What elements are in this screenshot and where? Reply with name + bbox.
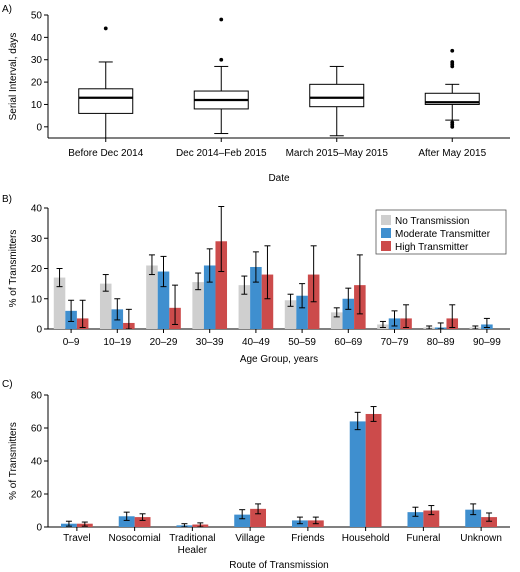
- panel-c-bar: [407, 512, 424, 527]
- panel-c-x-tick-label: Household: [342, 533, 390, 544]
- panel-b-legend-swatch: [381, 228, 391, 238]
- panel-a-outlier: [103, 26, 108, 31]
- panel-b-bar: [146, 265, 158, 329]
- panel-a-box: [309, 83, 365, 108]
- panel-a-x-tick-label: After May 2015: [418, 148, 486, 159]
- panel-c-bar: [118, 516, 135, 527]
- panel-c-x-tick-label: Nosocomial: [109, 533, 161, 544]
- panel-b-bar: [250, 266, 262, 329]
- panel-b-x-tick-label: 20–29: [150, 337, 178, 348]
- panel-a-y-tick-label: 0: [36, 122, 42, 133]
- panel-c-y-tick-label: 40: [31, 457, 43, 468]
- panel-b-legend-swatch: [381, 241, 391, 251]
- panel-b-x-tick-label: 50–59: [288, 337, 316, 348]
- panel-a-label: A): [2, 4, 12, 15]
- panel-c-bar: [423, 510, 440, 527]
- panel-a-box: [78, 88, 134, 114]
- panel-b-legend-box: [375, 209, 507, 255]
- panel-c-bar: [465, 509, 482, 527]
- panel-b-bar: [192, 282, 204, 329]
- panel-b-x-tick-label: 70–79: [381, 337, 409, 348]
- panel-a-x-tick-label: Before Dec 2014: [68, 148, 143, 159]
- panel-a-x-tick-label: Dec 2014–Feb 2015: [176, 148, 267, 159]
- panel-c-x-tick-label: Unknown: [460, 533, 502, 544]
- panel-a-y-axis-title: Serial Interval, days: [8, 33, 19, 121]
- panel-b-bar: [238, 285, 251, 329]
- panel-a-x-axis-title: Date: [268, 173, 290, 184]
- panel-b-bar: [215, 241, 228, 329]
- panel-c-bar: [250, 508, 267, 527]
- panel-b-bar: [261, 274, 274, 329]
- panel-b-x-tick-label: 0–9: [63, 337, 80, 348]
- panel-c-y-tick-label: 20: [31, 490, 43, 501]
- panel-b-y-tick-label: 20: [31, 264, 43, 275]
- panel-a-y-tick-label: 50: [31, 11, 43, 22]
- panel-a-outlier: [450, 60, 455, 64]
- panel-b-bar: [342, 298, 355, 329]
- panel-c-x-tick-label: Travel: [63, 533, 90, 544]
- panel-b-x-tick-label: 40–49: [242, 337, 270, 348]
- panel-c-bar: [349, 421, 366, 527]
- panel-a-outlier: [219, 57, 224, 62]
- panel-c-bar: [481, 517, 498, 527]
- panel-c-y-tick-label: 80: [31, 391, 43, 402]
- panel-b-y-axis-title: % of Transmitters: [8, 230, 19, 308]
- panel-a-box: [424, 92, 480, 105]
- panel-a-x-tick-label: March 2015–May 2015: [286, 148, 389, 159]
- panel-b-legend-label: No Transmission: [395, 216, 469, 227]
- panel-a-y-tick-label: 10: [31, 100, 43, 111]
- panel-b-legend-swatch: [381, 215, 391, 225]
- panel-b-bar: [99, 283, 112, 329]
- panel-b-x-tick-label: 30–39: [196, 337, 224, 348]
- panel-b-x-tick-label: 60–69: [334, 337, 362, 348]
- panel-b-bar: [330, 312, 343, 329]
- panel-b-x-tick-label: 90–99: [473, 337, 501, 348]
- panel-b-bar: [203, 265, 216, 329]
- panel-b-bar: [53, 277, 66, 329]
- panel-b-y-tick-label: 0: [36, 325, 42, 336]
- panel-b-bar: [157, 271, 170, 329]
- panel-b-bar: [296, 295, 308, 329]
- panel-b-x-axis-title: Age Group, years: [240, 354, 318, 365]
- panel-c-x-tick-label: Healer: [178, 545, 208, 556]
- panel-c-y-tick-label: 0: [36, 523, 42, 534]
- panel-b-y-tick-label: 30: [31, 234, 43, 245]
- panel-c-bar: [134, 517, 151, 527]
- panel-a-y-tick-label: 30: [31, 55, 43, 66]
- panel-a-outlier: [450, 48, 455, 53]
- panel-c-x-tick-label: Funeral: [406, 533, 440, 544]
- panel-b-legend-label: Moderate Transmitter: [395, 229, 491, 240]
- panel-c-y-tick-label: 60: [31, 424, 43, 435]
- panel-c-x-tick-label: Village: [235, 533, 265, 544]
- panel-b-bar: [284, 300, 297, 329]
- panel-b-legend-label: High Transmitter: [395, 242, 469, 253]
- panel-c-x-axis-title: Route of Transmission: [229, 560, 329, 571]
- panel-a-y-tick-label: 40: [31, 33, 43, 44]
- panel-b-panel-label: B): [2, 194, 12, 205]
- panel-a-y-tick-label: 20: [31, 78, 43, 89]
- panel-b-y-tick-label: 10: [31, 294, 43, 305]
- panel-c-x-tick-label: Friends: [291, 533, 324, 544]
- panel-c-bar: [234, 514, 251, 527]
- panel-a-outlier: [219, 17, 224, 22]
- panel-b-x-tick-label: 80–89: [427, 337, 455, 348]
- panel-b-y-tick-label: 40: [31, 204, 43, 215]
- panel-c-panel-label: C): [2, 379, 13, 390]
- panel-c-bar: [365, 413, 382, 527]
- panel-c-x-tick-label: Traditional: [169, 533, 215, 544]
- panel-c-y-axis-title: % of Transmitters: [8, 422, 19, 500]
- panel-b-x-tick-label: 10–19: [103, 337, 131, 348]
- panel-a-outlier: [450, 120, 455, 125]
